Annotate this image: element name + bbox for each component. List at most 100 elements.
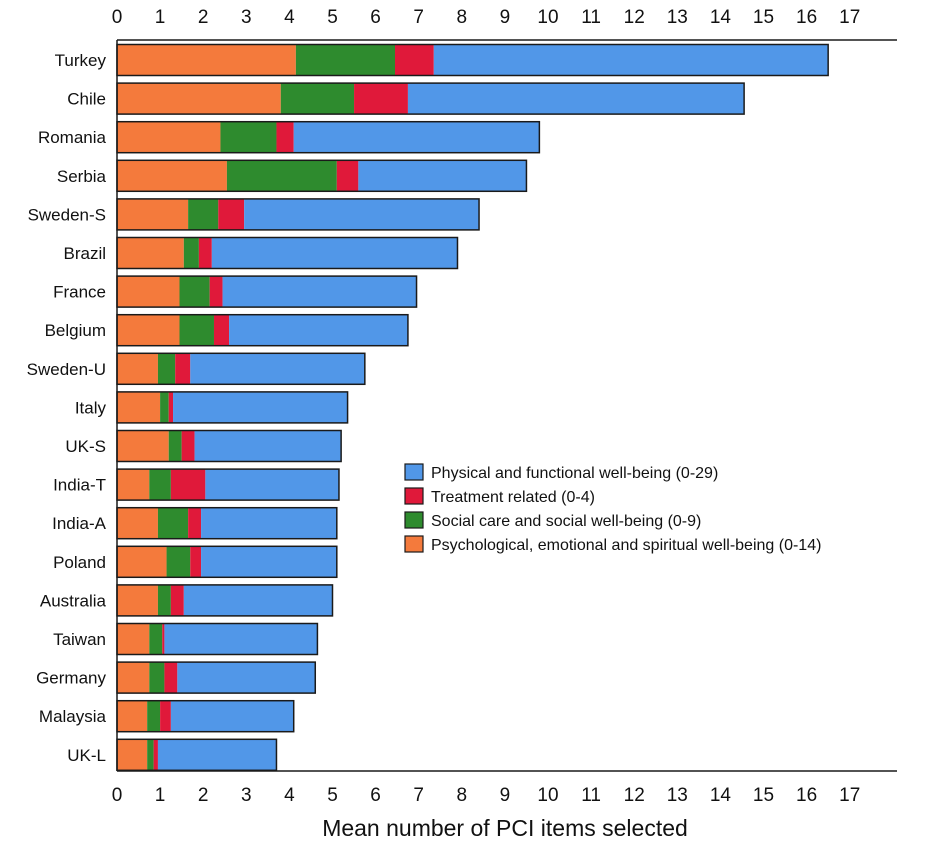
bottom-tick-label-10: 10	[537, 785, 558, 806]
bar-segment-chile-series-3	[407, 83, 745, 115]
bottom-tick-label-5: 5	[327, 785, 338, 806]
bar-segment-uk-s-series-0	[117, 430, 169, 462]
top-tick-labels: 0 1 2 3 4 5 6 7 8 9 10 11 12 13 14 15 16 17	[112, 7, 861, 28]
bar-segment-brazil-series-2	[198, 237, 212, 269]
bar-segment-turkey-series-3	[433, 44, 829, 76]
bar-segment-uk-s-series-2	[181, 430, 195, 462]
category-label-germany: Germany	[36, 669, 106, 688]
bar-segment-sweden-u-series-1	[157, 353, 176, 385]
bar-segment-romania-series-2	[276, 121, 294, 153]
bar-group-india-t	[116, 468, 340, 501]
bar-segment-poland-series-1	[166, 546, 191, 578]
bar-group-belgium	[116, 313, 409, 347]
bar-segment-india-a-series-1	[157, 507, 189, 539]
bottom-tick-label-12: 12	[624, 785, 645, 806]
legend-label-0: Physical and functional well-being (0-29…	[431, 465, 718, 482]
legend-swatch-1	[404, 487, 424, 505]
bar-group-uk-l	[116, 738, 278, 772]
top-tick-label-13: 13	[667, 7, 688, 28]
bar-segment-italy-series-3	[173, 391, 348, 423]
bar-group-chile	[116, 82, 745, 115]
category-label-belgium: Belgium	[45, 321, 106, 340]
bar-segment-brazil-series-0	[117, 237, 184, 269]
bar-segment-brazil-series-1	[183, 237, 199, 269]
bottom-tick-label-17: 17	[839, 785, 860, 806]
top-tick-label-6: 6	[370, 7, 381, 28]
bar-segment-sweden-s-series-2	[218, 198, 245, 230]
bar-segment-serbia-series-0	[117, 160, 227, 192]
bottom-tick-label-1: 1	[155, 785, 166, 806]
bar-segment-germany-series-1	[149, 662, 165, 694]
legend-swatch-0	[404, 463, 424, 481]
legend-item-1: Treatment related (0-4)	[404, 487, 595, 506]
top-tick-label-0: 0	[112, 7, 123, 28]
top-tick-label-8: 8	[457, 7, 468, 28]
bar-segment-france-series-1	[179, 276, 210, 308]
category-label-romania: Romania	[38, 128, 107, 147]
bar-group-malaysia	[116, 699, 295, 733]
bar-group-france	[116, 275, 418, 308]
bar-group-sweden-u	[116, 352, 366, 386]
legend-swatch-3	[404, 535, 424, 553]
bar-segment-sweden-u-series-0	[117, 353, 158, 385]
bar-segment-sweden-u-series-3	[190, 353, 365, 385]
top-tick-label-14: 14	[710, 7, 732, 28]
bottom-tick-label-2: 2	[198, 785, 209, 806]
bar-segment-india-a-series-3	[201, 507, 337, 539]
bar-segment-italy-series-0	[117, 391, 161, 423]
bottom-tick-label-13: 13	[667, 785, 688, 806]
bottom-tick-label-15: 15	[753, 785, 774, 806]
bar-segment-uk-s-series-1	[168, 430, 182, 462]
bottom-tick-label-0: 0	[112, 785, 123, 806]
category-label-sweden-u: Sweden-U	[27, 360, 106, 379]
category-label-france: France	[53, 283, 106, 302]
bottom-tick-label-7: 7	[413, 785, 424, 806]
bar-segment-uk-l-series-2	[153, 739, 158, 771]
legend: Physical and functional well-being (0-29…	[404, 463, 821, 554]
bar-segment-germany-series-0	[117, 662, 150, 694]
bar-segment-india-a-series-2	[188, 507, 202, 539]
bar-group-sweden-s	[116, 198, 480, 231]
category-label-chile: Chile	[67, 90, 106, 109]
bar-group-brazil	[116, 236, 459, 270]
bar-segment-india-t-series-0	[117, 469, 150, 501]
bar-segment-poland-series-0	[117, 546, 167, 578]
category-label-turkey: Turkey	[55, 51, 107, 70]
bar-group-italy	[116, 391, 349, 424]
bar-segment-serbia-series-3	[358, 160, 527, 192]
axes-layer	[116, 39, 897, 772]
legend-item-3: Psychological, emotional and spiritual w…	[404, 535, 821, 554]
bar-segment-italy-series-1	[160, 391, 169, 423]
bar-group-india-a	[116, 506, 338, 540]
bottom-tick-label-9: 9	[500, 785, 511, 806]
bottom-tick-label-16: 16	[796, 785, 817, 806]
bar-segment-germany-series-3	[177, 662, 316, 694]
bar-group-germany	[116, 661, 317, 694]
bar-segment-belgium-series-1	[179, 314, 214, 346]
bar-segment-sweden-u-series-2	[175, 353, 191, 385]
top-tick-label-17: 17	[839, 7, 860, 28]
category-label-italy: Italy	[75, 398, 107, 417]
bar-segment-turkey-series-1	[295, 44, 395, 76]
top-tick-label-5: 5	[327, 7, 338, 28]
bottom-tick-label-14: 14	[710, 785, 732, 806]
top-tick-label-15: 15	[753, 7, 774, 28]
bar-segment-sweden-s-series-3	[244, 198, 480, 230]
bar-segment-malaysia-series-1	[147, 700, 161, 732]
bar-segment-malaysia-series-3	[170, 700, 294, 732]
bar-segment-australia-series-2	[170, 584, 184, 616]
bar-segment-romania-series-0	[117, 121, 221, 153]
bar-segment-turkey-series-2	[395, 44, 434, 76]
bar-group-poland	[116, 545, 338, 579]
legend-label-3: Psychological, emotional and spiritual w…	[431, 537, 821, 554]
bar-segment-australia-series-1	[157, 584, 171, 616]
bar-segment-taiwan-series-2	[162, 623, 165, 655]
bottom-tick-label-4: 4	[284, 785, 295, 806]
category-labels: Turkey Chile Romania Serbia Sweden-S Brazil Fr…	[27, 51, 107, 765]
bar-segment-india-t-series-2	[170, 469, 206, 501]
top-tick-label-7: 7	[413, 7, 424, 28]
top-tick-label-9: 9	[500, 7, 511, 28]
bar-segment-chile-series-0	[117, 83, 281, 115]
bar-segment-taiwan-series-3	[164, 623, 318, 655]
